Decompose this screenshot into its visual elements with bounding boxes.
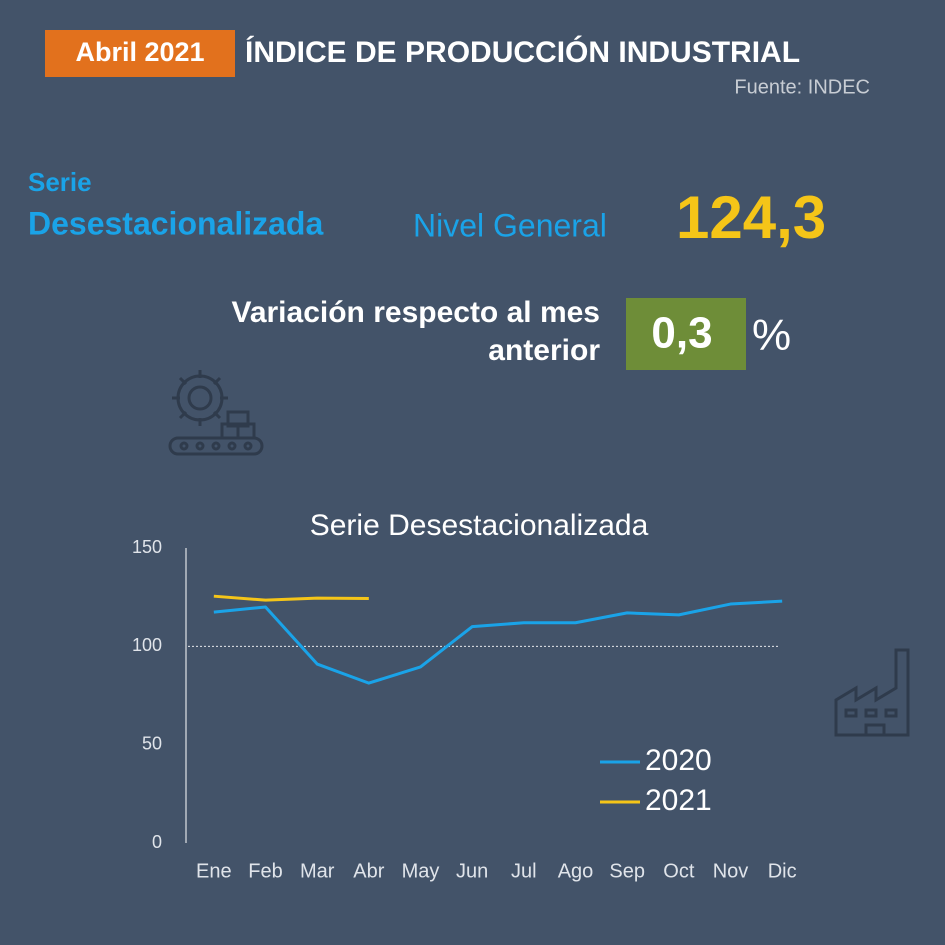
series-line <box>213 599 783 685</box>
x-tick-label: Nov <box>713 860 749 882</box>
x-tick-label: Ago <box>558 860 594 882</box>
legend-label: 2021 <box>645 784 712 817</box>
x-tick-label: Mar <box>300 860 335 882</box>
x-tick-label: Ene <box>196 860 232 882</box>
x-tick-label: Dic <box>768 860 797 882</box>
variation-unit: % <box>752 311 791 360</box>
gear-icon <box>168 370 264 456</box>
factory-icon <box>834 648 910 737</box>
level-value: 124,3 <box>676 184 826 251</box>
x-tick-label: May <box>402 860 440 882</box>
variation-label: Variación respecto al mes <box>231 296 600 329</box>
chart-title: Serie Desestacionalizada <box>310 509 649 542</box>
level-label: Nivel General <box>413 207 607 243</box>
series-line1: Serie <box>28 167 92 197</box>
y-tick-label: 0 <box>152 832 162 852</box>
series-line <box>213 594 369 602</box>
variation-value: 0,3 <box>651 309 712 358</box>
x-tick-label: Abr <box>353 860 384 882</box>
y-tick-label: 150 <box>132 537 162 557</box>
badge-box <box>45 30 235 77</box>
source: Fuente: INDEC <box>734 76 870 98</box>
variation-box <box>626 298 746 370</box>
badge: Abril 2021 <box>75 37 204 67</box>
x-tick-label: Jun <box>456 860 488 882</box>
legend-label: 2020 <box>645 744 712 777</box>
title: ÍNDICE DE PRODUCCIÓN INDUSTRIAL <box>245 35 800 69</box>
series-line2: Desestacionalizada <box>28 205 323 241</box>
x-tick-label: Sep <box>609 860 645 882</box>
x-tick-label: Jul <box>511 860 537 882</box>
x-tick-label: Feb <box>248 860 282 882</box>
y-tick-label: 100 <box>132 635 162 655</box>
x-tick-label: Oct <box>663 860 695 882</box>
variation-label: anterior <box>488 334 600 367</box>
y-tick-label: 50 <box>142 733 162 753</box>
